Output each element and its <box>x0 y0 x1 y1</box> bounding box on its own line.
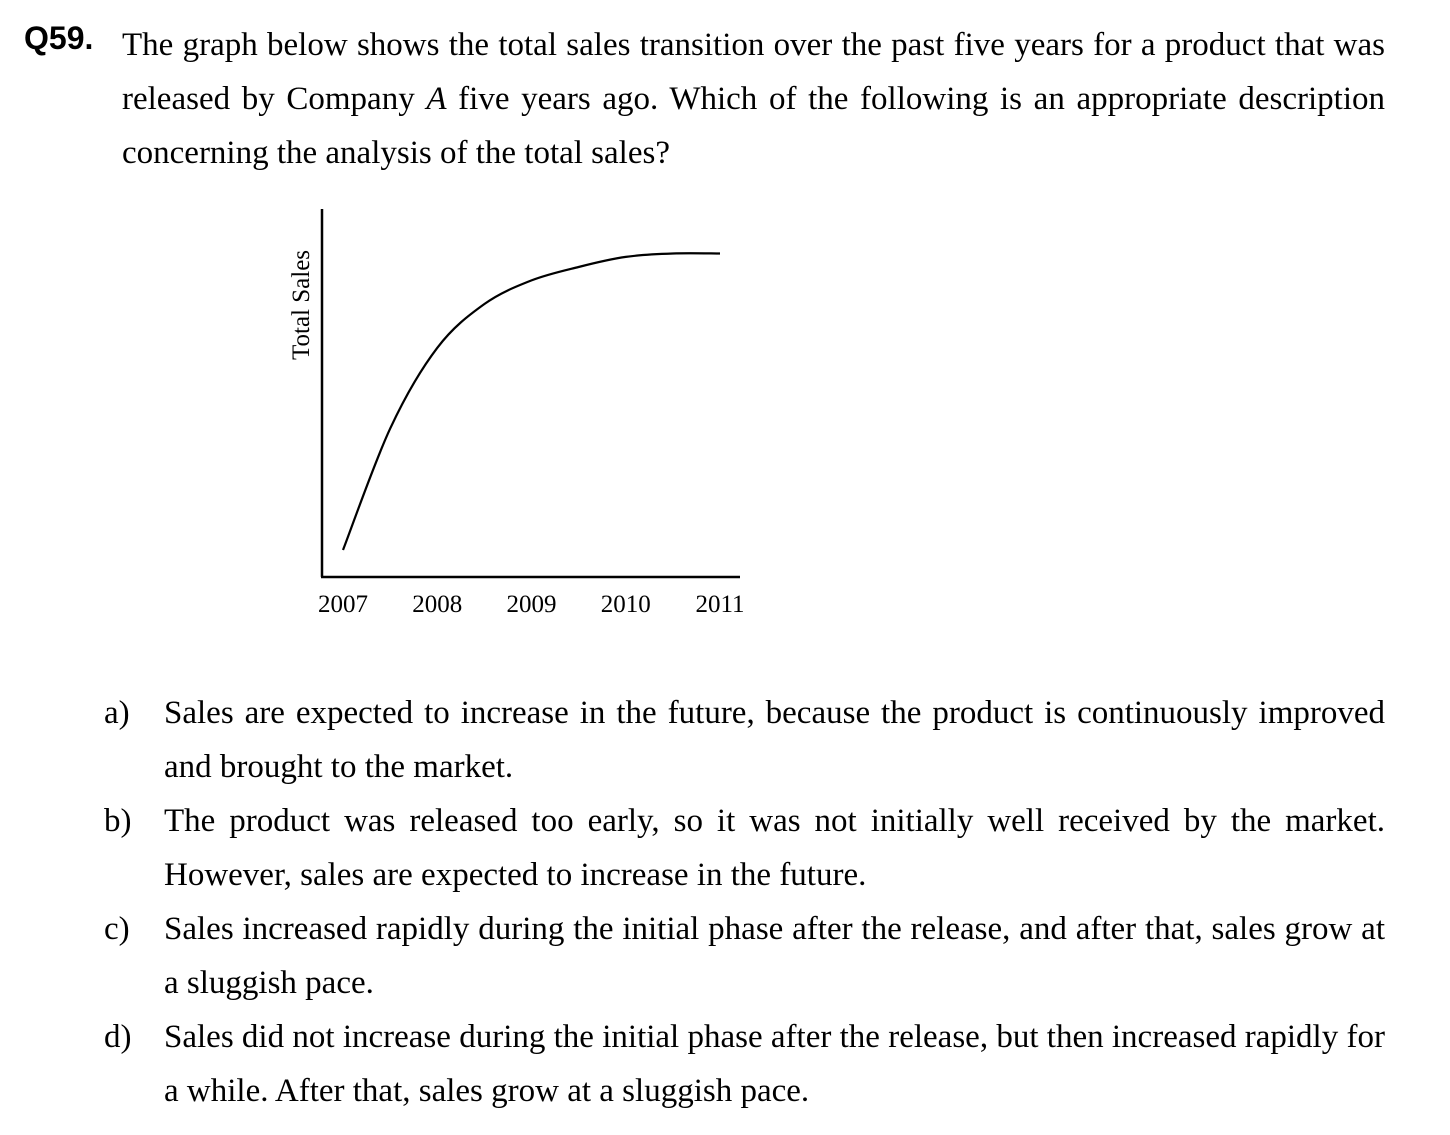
x-tick-label-2009: 2009 <box>507 591 557 618</box>
option-a: a) Sales are expected to increase in the … <box>104 686 1385 794</box>
question-number: Q59. <box>24 20 94 56</box>
option-text: Sales did not increase during the initia… <box>164 1019 1385 1109</box>
option-d: d) Sales did not increase during the init… <box>104 1010 1385 1118</box>
option-label: a) <box>104 695 130 731</box>
answer-options: a) Sales are expected to increase in the … <box>104 686 1385 1118</box>
option-label: c) <box>104 911 130 947</box>
option-c: c) Sales increased rapidly during the ini… <box>104 902 1385 1010</box>
company-name: A <box>426 81 447 117</box>
option-label: d) <box>104 1019 132 1055</box>
x-tick-labels: 2007 2008 2009 2010 2011 <box>318 591 745 618</box>
option-text: The product was released too early, so i… <box>164 803 1385 893</box>
option-label: b) <box>104 803 132 839</box>
question-text-before: The graph below shows the total sales tr… <box>122 27 1385 117</box>
question-text-after: five years ago. Which of the following i… <box>122 81 1385 171</box>
x-tick-label-2011: 2011 <box>695 591 744 618</box>
total-sales-chart: Total Sales 2007 2008 2009 2010 2011 <box>288 209 745 618</box>
question-text: The graph below shows the total sales tr… <box>122 18 1385 180</box>
x-tick-label-2008: 2008 <box>412 591 462 618</box>
option-text: Sales increased rapidly during the initi… <box>164 911 1385 1001</box>
x-tick-label-2010: 2010 <box>601 591 651 618</box>
option-text: Sales are expected to increase in the fu… <box>164 695 1385 785</box>
y-axis-label: Total Sales <box>288 250 315 360</box>
total-sales-line <box>341 252 721 551</box>
option-b: b) The product was released too early, so… <box>104 794 1385 902</box>
x-tick-label-2007: 2007 <box>318 591 368 618</box>
